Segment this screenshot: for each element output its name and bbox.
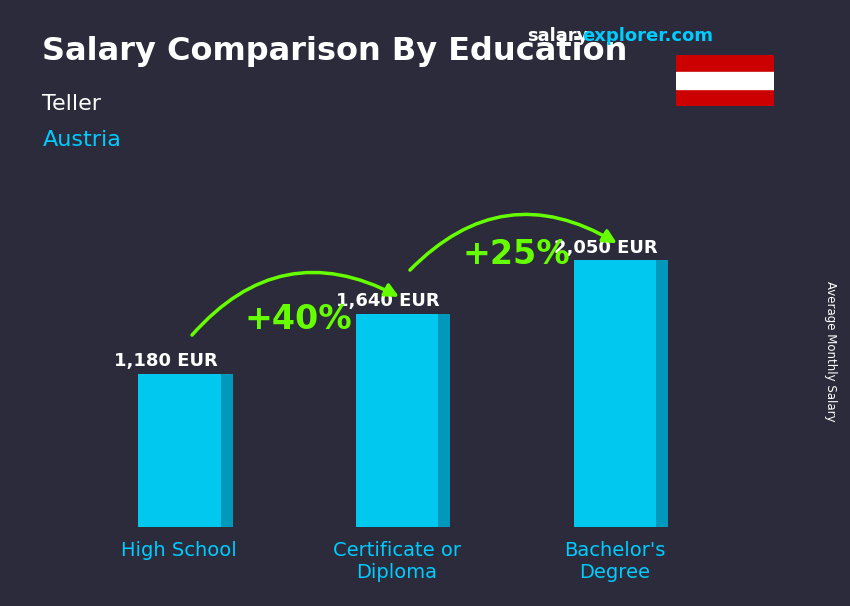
- Text: +25%: +25%: [462, 238, 570, 271]
- Polygon shape: [138, 374, 221, 527]
- Polygon shape: [656, 261, 668, 527]
- Text: explorer.com: explorer.com: [582, 27, 713, 45]
- Text: 2,050 EUR: 2,050 EUR: [554, 239, 658, 256]
- FancyArrowPatch shape: [192, 273, 395, 335]
- Polygon shape: [221, 374, 233, 527]
- Polygon shape: [355, 314, 439, 527]
- Text: +40%: +40%: [245, 304, 352, 336]
- Text: 1,180 EUR: 1,180 EUR: [114, 352, 218, 370]
- Text: Austria: Austria: [42, 130, 122, 150]
- Polygon shape: [574, 261, 656, 527]
- Text: Average Monthly Salary: Average Monthly Salary: [824, 281, 837, 422]
- Polygon shape: [439, 314, 451, 527]
- FancyArrowPatch shape: [410, 215, 614, 270]
- Text: Salary Comparison By Education: Salary Comparison By Education: [42, 36, 628, 67]
- Text: Teller: Teller: [42, 94, 101, 114]
- Text: 1,640 EUR: 1,640 EUR: [336, 292, 439, 310]
- Bar: [676, 72, 774, 89]
- Text: salary: salary: [527, 27, 588, 45]
